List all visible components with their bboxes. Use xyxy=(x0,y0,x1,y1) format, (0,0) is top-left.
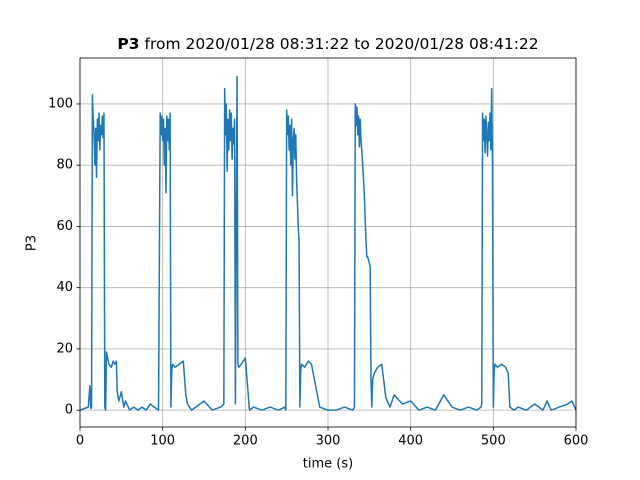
y-tick-label: 20 xyxy=(56,341,73,356)
data-line xyxy=(79,75,577,411)
x-tick-label: 500 xyxy=(481,434,506,449)
y-axis-label: P3 xyxy=(25,235,40,251)
y-tick-label: 60 xyxy=(56,219,73,234)
chart-title: P3 from 2020/01/28 08:31:22 to 2020/01/28… xyxy=(117,35,538,53)
title-prefix: P3 xyxy=(117,35,139,53)
y-tick-label: 40 xyxy=(56,280,73,295)
x-tick-label: 0 xyxy=(76,434,84,449)
x-axis-label: time (s) xyxy=(303,457,353,472)
y-tick-label: 80 xyxy=(56,158,73,173)
y-tick-label: 0 xyxy=(65,403,73,418)
title-text: from 2020/01/28 08:31:22 to 2020/01/28 0… xyxy=(144,35,538,53)
x-tick-label: 600 xyxy=(564,434,589,449)
plot-frame xyxy=(79,57,577,428)
x-tick-label: 200 xyxy=(233,434,258,449)
x-tick-label: 100 xyxy=(150,434,175,449)
y-tick-label: 100 xyxy=(48,96,73,111)
x-tick-label: 300 xyxy=(316,434,341,449)
x-tick-label: 400 xyxy=(398,434,423,449)
